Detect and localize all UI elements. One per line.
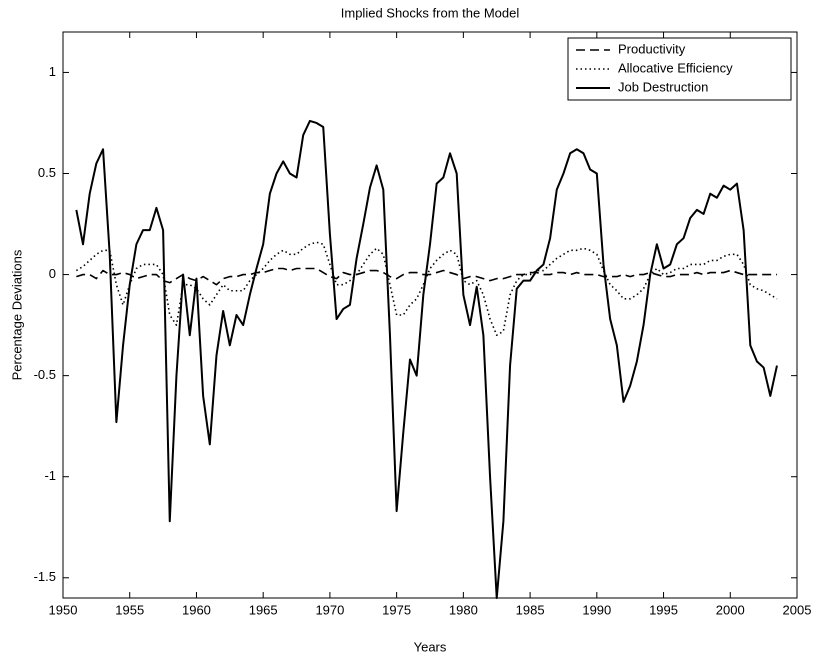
legend-label: Productivity [618,41,686,56]
y-axis-label: Percentage Deviations [9,249,24,380]
plot-frame [62,31,798,599]
y-tick-label: 0 [49,266,56,281]
x-tick-label: 1980 [449,602,478,617]
x-tick-label: 1950 [49,602,78,617]
x-axis-label: Years [414,639,447,654]
x-tick-label: 1975 [382,602,411,617]
x-tick-label: 2005 [783,602,812,617]
y-tick-label: -1 [44,468,56,483]
y-tick-label: 1 [49,64,56,79]
x-tick-label: 1965 [249,602,278,617]
y-tick-label: 0.5 [38,165,56,180]
x-tick-label: 1955 [115,602,144,617]
legend-label: Job Destruction [618,79,708,94]
x-tick-label: 1970 [315,602,344,617]
x-tick-label: 1990 [582,602,611,617]
x-tick-label: 1995 [649,602,678,617]
y-tick-label: -0.5 [34,367,56,382]
chart-title: Implied Shocks from the Model [341,5,520,20]
x-tick-label: 2000 [716,602,745,617]
legend-box [567,37,792,101]
legend-label: Allocative Efficiency [618,60,733,75]
series-line [75,119,778,599]
x-tick-label: 1985 [516,602,545,617]
x-tick-label: 1960 [182,602,211,617]
y-tick-label: -1.5 [34,569,56,584]
